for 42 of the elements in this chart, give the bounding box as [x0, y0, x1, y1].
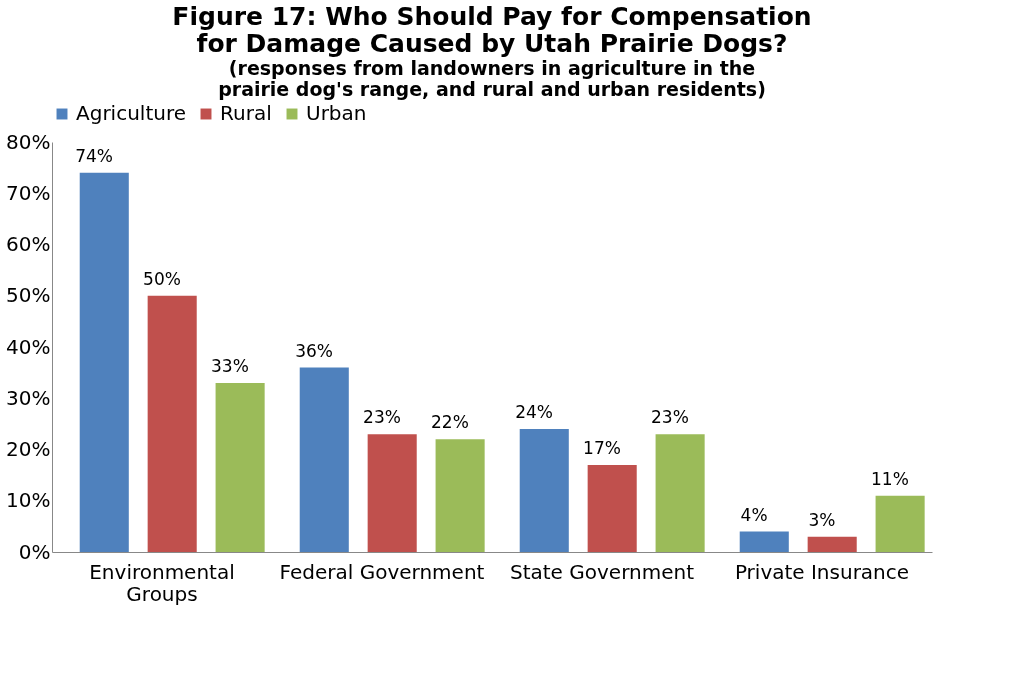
bar — [875, 495, 925, 552]
y-tick-label: 20% — [6, 437, 51, 461]
data-label: 22% — [431, 412, 469, 433]
bar — [807, 536, 857, 552]
y-tick-label: 80% — [6, 129, 51, 154]
data-label: 36% — [295, 340, 333, 361]
y-tick-label: 30% — [6, 385, 51, 410]
chart-subtitle: (responses from landowners in agriculture in the prairie dog's range, and rural and urban residents) — [218, 57, 766, 100]
bar — [587, 464, 637, 552]
data-label: 50% — [143, 268, 181, 289]
bar — [215, 382, 265, 552]
bar — [739, 531, 789, 552]
x-tick-label: Federal Government — [279, 559, 485, 584]
legend-label: Urban — [306, 101, 367, 125]
data-label: 33% — [211, 355, 249, 376]
bar — [519, 429, 569, 552]
data-label: 11% — [871, 468, 909, 489]
bar — [367, 434, 417, 552]
bar — [435, 439, 485, 552]
legend-label: Rural — [220, 101, 272, 125]
x-tick-label: State Government — [509, 559, 695, 584]
bar — [299, 367, 349, 552]
x-tick-label: Private Insurance — [734, 559, 910, 584]
data-label: 17% — [583, 437, 621, 458]
y-tick-label: 0% — [18, 539, 51, 564]
y-tick-label: 70% — [6, 180, 51, 205]
y-tick-label: 50% — [6, 283, 51, 308]
data-label: 24% — [515, 402, 553, 422]
y-tick-label: 60% — [6, 232, 51, 256]
bar — [655, 434, 705, 552]
data-label: 23% — [651, 407, 689, 428]
data-label: 4% — [740, 504, 768, 525]
legend-label: Agriculture — [76, 101, 186, 125]
data-label: 3% — [808, 509, 836, 530]
bar — [79, 172, 129, 552]
bar — [147, 295, 197, 552]
x-tick-label: Environmental Groups — [89, 559, 235, 606]
data-label: 74% — [75, 145, 113, 166]
data-label: 23% — [363, 407, 401, 428]
y-tick-label: 10% — [6, 488, 51, 513]
y-tick-label: 40% — [6, 334, 51, 359]
chart-title: Figure 17: Who Should Pay for Compensation for Damage Caused by Utah Prairie Dogs? — [172, 2, 812, 58]
